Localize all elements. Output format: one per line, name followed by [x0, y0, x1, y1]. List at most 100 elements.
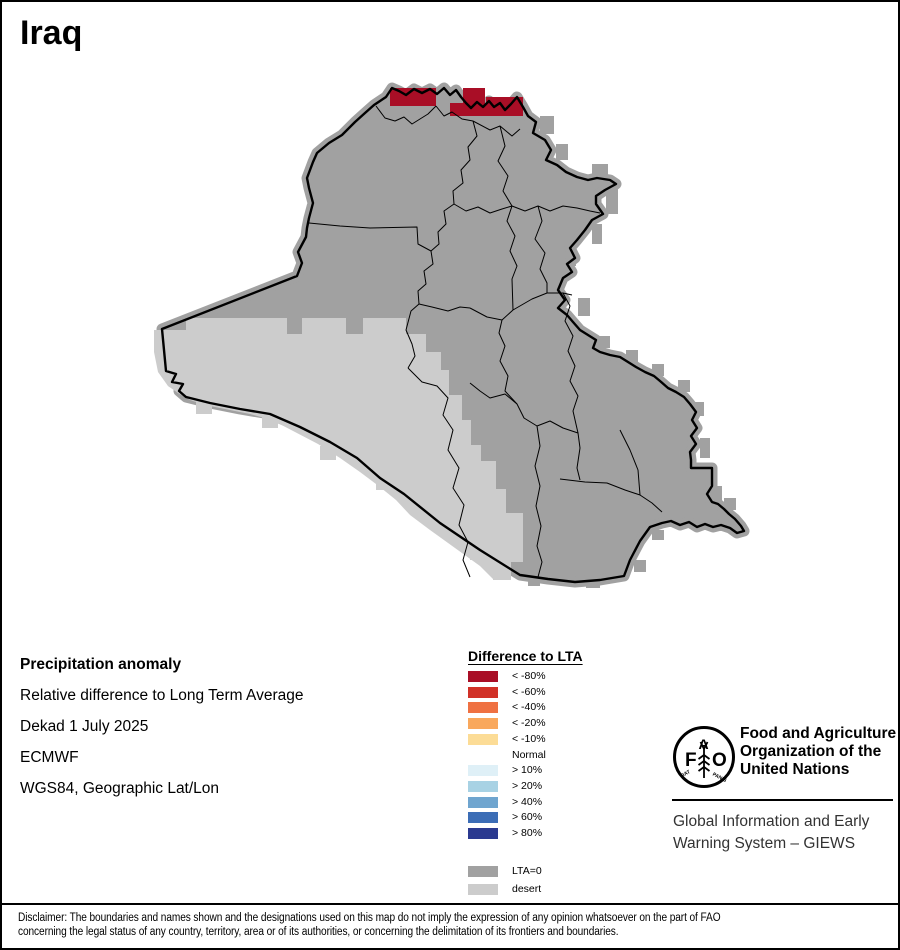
legend-row: > 20%: [468, 781, 542, 792]
raster-cell-lta0: [634, 560, 646, 572]
legend-row-desert: desert: [468, 884, 541, 895]
governorate-boundary: [498, 319, 581, 481]
legend-label: < -60%: [512, 686, 546, 698]
legend-label: < -80%: [512, 670, 546, 682]
info-source: ECMWF: [20, 749, 79, 766]
disclaimer-text: Disclaimer: The boundaries and names sho…: [18, 911, 898, 939]
governorate-boundary: [435, 105, 474, 122]
governorate-boundary: [639, 494, 663, 513]
legend-swatch: [468, 671, 498, 682]
governorate-boundary: [453, 203, 513, 214]
legend-label: > 60%: [512, 811, 543, 823]
raster-cell-lta0: [598, 336, 610, 348]
legend-title: Difference to LTA: [468, 648, 583, 664]
country-boundary: [160, 86, 746, 584]
raster-cell-lta0: [578, 298, 590, 316]
fao-org-name: Food and Agriculture Organization of the…: [740, 725, 896, 779]
raster-cell-lta0: [694, 402, 704, 416]
legend-label: LTA=0: [512, 865, 542, 877]
raster-cell-lta0: [592, 224, 602, 244]
legend-row: > 40%: [468, 797, 542, 808]
legend-label: > 40%: [512, 796, 543, 808]
legend-swatch: [468, 797, 498, 808]
legend-label: > 20%: [512, 780, 543, 792]
fao-logo-letter-o: O: [712, 750, 727, 771]
legend-swatch: [468, 687, 498, 698]
legend-row: < -60%: [468, 687, 546, 698]
giews-line-1: Global Information and Early: [673, 813, 870, 830]
governorate-boundary: [308, 222, 432, 252]
legend-row: Normal: [468, 750, 546, 761]
governorate-boundary: [375, 105, 437, 125]
disclaimer-band: Disclaimer: The boundaries and names sho…: [0, 903, 900, 950]
governorate-boundary: [562, 292, 579, 434]
governorate-boundary: [619, 429, 641, 496]
raster-cell-desert: [376, 476, 392, 490]
legend-swatch: [468, 702, 498, 713]
legend-label: Normal: [512, 749, 546, 761]
info-dekad: Dekad 1 July 2025: [20, 718, 149, 735]
raster-cell-lta0: [606, 188, 618, 214]
fao-logo-ring: [673, 726, 735, 788]
fao-logo-letter-a: A: [699, 736, 709, 752]
fao-logo-letter-f: F: [685, 750, 697, 771]
legend-row: < -20%: [468, 718, 546, 729]
raster-cell-lta0: [652, 364, 664, 376]
raster-cell-desert: [470, 546, 486, 560]
legend-label: desert: [512, 883, 542, 895]
fao-org-line-2: Organization of the: [740, 743, 882, 760]
legend-swatch: [468, 812, 498, 823]
legend-row: < -40%: [468, 702, 546, 713]
governorate-boundary: [534, 205, 548, 293]
legend-swatch: [468, 866, 498, 877]
raster-cell-desert: [493, 566, 507, 580]
raster-cell-lta0: [586, 580, 600, 588]
legend-label: > 80%: [512, 827, 543, 839]
legend-row: < -10%: [468, 734, 546, 745]
wheat-ear-icon: [697, 741, 711, 778]
page-title: Iraq: [20, 14, 83, 52]
fao-divider: [672, 799, 893, 801]
disclaimer-line-2: concerning the legal status of any count…: [18, 926, 619, 938]
info-title: Precipitation anomaly: [20, 656, 182, 673]
legend: Difference to LTA < -80% < -60% < -40% < -2…: [468, 648, 583, 895]
raster-cell-lta0: [712, 486, 722, 500]
raster-cell-desert: [320, 446, 336, 460]
legend-label: < -20%: [512, 717, 546, 729]
raster-cell-lta0: [556, 144, 568, 160]
raster-cell-lta0: [566, 250, 576, 266]
legend-label: < -10%: [512, 733, 546, 745]
legend-label: < -40%: [512, 701, 546, 713]
governorate-boundary: [511, 205, 601, 214]
legend-row: > 80%: [468, 828, 542, 839]
legend-swatch: [468, 718, 498, 729]
raster-cell-lta0: [528, 578, 540, 586]
raster-cell-lta0: [700, 438, 710, 458]
raster-cell-lta0: [362, 116, 376, 128]
governorate-boundary: [407, 367, 471, 578]
disclaimer-line-1: Disclaimer: The boundaries and names sho…: [18, 912, 721, 924]
governorate-boundary: [405, 120, 478, 369]
legend-row: < -80%: [468, 671, 546, 682]
fao-org-line-3: United Nations: [740, 761, 850, 778]
giews-name: Global Information and Early Warning Sys…: [673, 811, 869, 855]
giews-line-2: Warning System – GIEWS: [673, 835, 856, 852]
fao-motto-fiat: FIAT: [679, 769, 691, 779]
raster-cell-deficit-severe: [486, 97, 523, 104]
raster-cell-desert: [262, 414, 278, 428]
raster-cell-lta0: [626, 350, 638, 362]
governorate-boundary: [472, 120, 521, 137]
legend-swatch: [468, 781, 498, 792]
legend-row: > 10%: [468, 765, 542, 776]
governorate-boundary: [418, 303, 471, 312]
legend-swatch: [468, 884, 498, 895]
info-projection: WGS84, Geographic Lat/Lon: [20, 780, 220, 797]
governorate-boundary: [497, 125, 518, 311]
info-subtitle: Relative difference to Long Term Average: [20, 687, 304, 704]
governorate-boundary: [534, 425, 543, 578]
legend-swatch: [468, 765, 498, 776]
governorate-boundary: [469, 382, 518, 405]
raster-cell-lta0: [678, 380, 690, 392]
raster-cell-lta0: [540, 116, 554, 134]
